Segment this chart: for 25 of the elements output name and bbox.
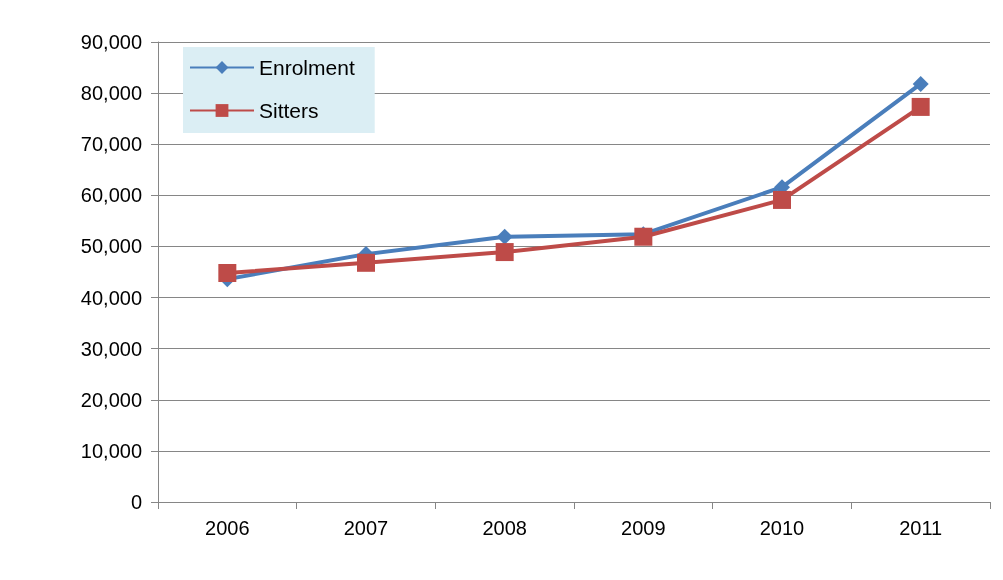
x-tick-label: 2010	[759, 517, 805, 539]
y-tick-label: 90,000	[80, 31, 142, 53]
y-tick-label: 20,000	[80, 388, 142, 411]
point	[495, 243, 514, 262]
point	[912, 75, 929, 92]
legend-label: Sitters	[259, 99, 319, 122]
x-tick-label: 2008	[482, 517, 527, 539]
y-tick-label: 60,000	[80, 184, 142, 207]
y-tick-label: 0	[130, 491, 142, 513]
y-tick-label: 70,000	[80, 133, 142, 156]
x-tick-label: 2006	[205, 517, 250, 539]
x-tick-label: 2011	[899, 517, 943, 539]
point	[357, 253, 375, 272]
point	[496, 228, 513, 245]
point	[218, 264, 237, 283]
x-tick-label: 2007	[343, 517, 389, 539]
y-tick-label: 10,000	[80, 439, 142, 462]
point	[773, 190, 791, 209]
point	[911, 97, 930, 116]
y-tick-label: 30,000	[80, 337, 142, 360]
legend-label: Enrolment	[259, 56, 355, 79]
x-tick-label: 2009	[621, 517, 666, 539]
y-tick-label: 40,000	[80, 286, 142, 309]
y-tick-label: 80,000	[80, 82, 142, 105]
y-tick-label: 50,000	[80, 235, 142, 258]
